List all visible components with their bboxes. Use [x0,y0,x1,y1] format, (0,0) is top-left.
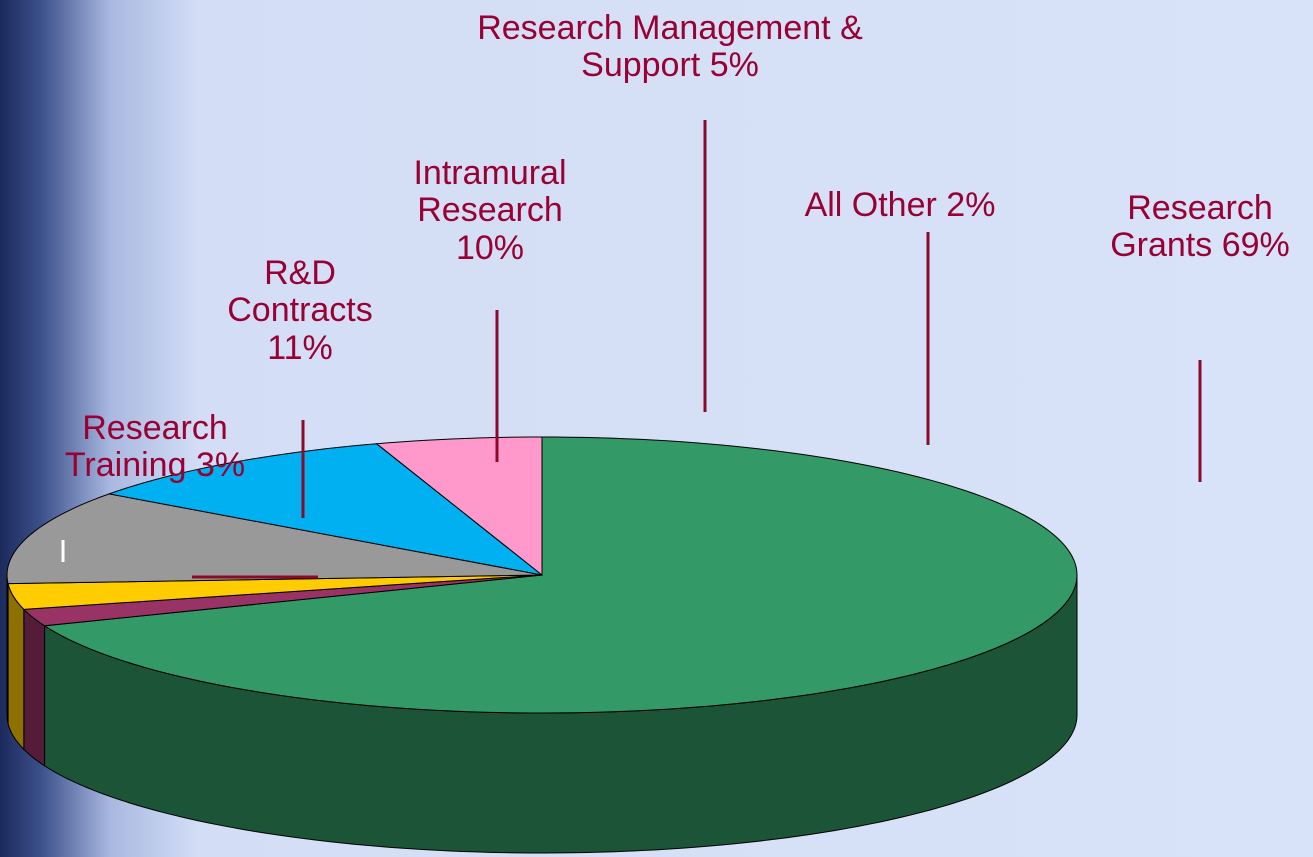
value-label: 5% [710,46,759,84]
value-label: 10% [456,229,524,267]
value-label: 2% [946,186,995,224]
category-label: Research Management & Support [477,9,863,84]
value-label: 69% [1222,226,1290,264]
category-label: Intramural Research [413,154,566,229]
category-label: All Other [805,186,937,224]
value-label: 11% [267,329,333,367]
pie [7,437,1077,853]
slice-label: Research Grants 69% [1110,190,1290,265]
pie-slice-side [24,609,45,765]
slice-label: Research Management & Support 5% [470,10,870,85]
pie-slice-side [8,584,24,750]
slice-label: Research Training 3% [60,410,250,485]
value-label: 3% [196,446,245,484]
pie-slice-side [7,575,8,724]
slice-label: Intramural Research 10% [390,155,590,267]
slide: (() => { const data = JSON.parse(documen… [0,0,1313,857]
slice-label: All Other 2% [750,187,1050,224]
category-label: R&D Contracts [227,254,373,329]
slice-label: R&D Contracts 11% [215,255,385,367]
